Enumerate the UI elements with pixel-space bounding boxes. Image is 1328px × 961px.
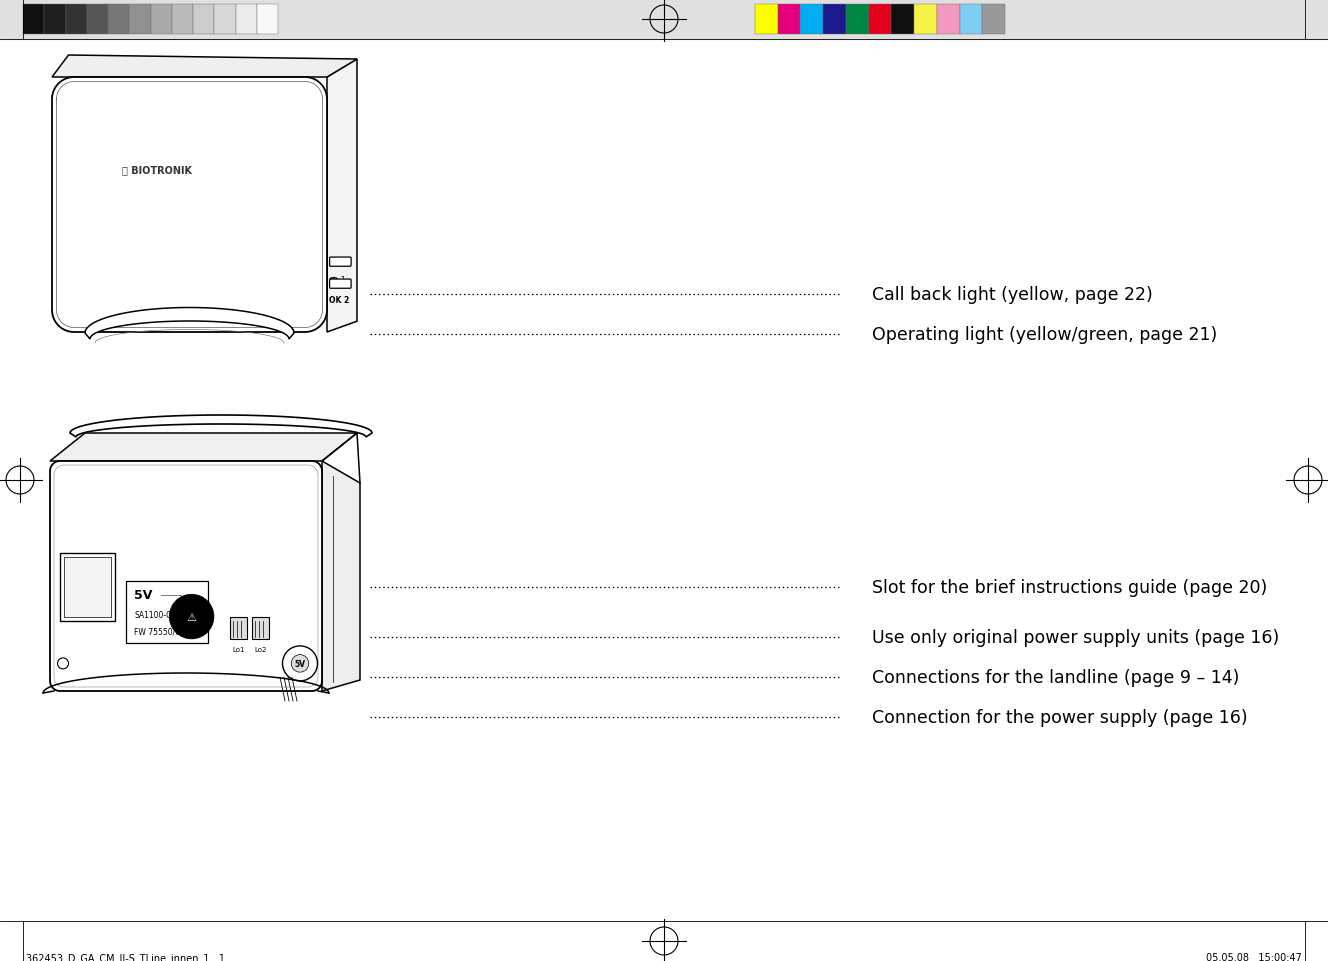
Text: Call back light (yellow, page 22): Call back light (yellow, page 22)	[872, 285, 1153, 304]
Polygon shape	[327, 60, 357, 333]
Text: OK 2: OK 2	[328, 296, 349, 305]
FancyBboxPatch shape	[329, 280, 351, 289]
Bar	[65, 5, 86, 35]
Bar	[214, 5, 235, 35]
Polygon shape	[52, 56, 357, 78]
Text: Operating light (yellow/green, page 21): Operating light (yellow/green, page 21)	[872, 326, 1218, 344]
Bar	[252, 618, 270, 640]
Bar	[23, 5, 44, 35]
Polygon shape	[70, 415, 372, 437]
Bar	[983, 5, 1005, 35]
Circle shape	[283, 646, 317, 681]
Text: 5V: 5V	[134, 588, 153, 602]
Text: 362453_D_GA_CM_II-S_TLine_innen_1   1: 362453_D_GA_CM_II-S_TLine_innen_1 1	[27, 952, 224, 961]
Text: 5V: 5V	[295, 659, 305, 668]
Polygon shape	[85, 308, 293, 339]
Polygon shape	[50, 433, 357, 461]
Bar	[126, 581, 208, 643]
Text: Lo1: Lo1	[232, 647, 244, 653]
Bar	[756, 5, 778, 35]
Text: ☎ 1: ☎ 1	[328, 276, 345, 285]
Bar	[60, 554, 116, 622]
Text: FW 75550/05: FW 75550/05	[134, 627, 185, 635]
Bar	[44, 5, 65, 35]
Bar	[846, 5, 869, 35]
Circle shape	[169, 595, 214, 639]
Bar	[129, 5, 150, 35]
Bar	[64, 557, 112, 617]
Circle shape	[57, 658, 69, 669]
Bar	[230, 618, 247, 640]
Bar	[193, 5, 214, 35]
Bar	[108, 5, 129, 35]
Bar	[869, 5, 891, 35]
Text: SA1100-05: SA1100-05	[134, 610, 175, 620]
Bar	[0, 0, 1328, 40]
Bar	[86, 5, 108, 35]
Bar	[150, 5, 171, 35]
Bar	[171, 5, 193, 35]
Polygon shape	[50, 461, 321, 691]
Text: Use only original power supply units (page 16): Use only original power supply units (pa…	[872, 628, 1279, 647]
Polygon shape	[321, 461, 360, 691]
Bar	[823, 5, 846, 35]
Text: 05.05.08   15:00:47: 05.05.08 15:00:47	[1206, 952, 1301, 961]
Text: ―――: ―――	[161, 592, 182, 598]
Bar	[801, 5, 823, 35]
Text: Lo2: Lo2	[255, 647, 267, 653]
Bar	[960, 5, 983, 35]
Text: Ⓡ BIOTRONIK: Ⓡ BIOTRONIK	[121, 164, 191, 175]
Text: Slot for the brief instructions guide (page 20): Slot for the brief instructions guide (p…	[872, 579, 1267, 597]
Bar	[891, 5, 914, 35]
Bar	[778, 5, 801, 35]
Bar	[914, 5, 936, 35]
Text: Connection for the power supply (page 16): Connection for the power supply (page 16…	[872, 708, 1247, 727]
FancyBboxPatch shape	[329, 258, 351, 267]
Polygon shape	[52, 78, 327, 333]
Bar	[936, 5, 960, 35]
Circle shape	[291, 655, 308, 673]
Bar	[256, 5, 278, 35]
Bar	[235, 5, 256, 35]
Text: Connections for the landline (page 9 – 14): Connections for the landline (page 9 – 1…	[872, 668, 1239, 686]
Text: ⚠: ⚠	[187, 612, 197, 622]
